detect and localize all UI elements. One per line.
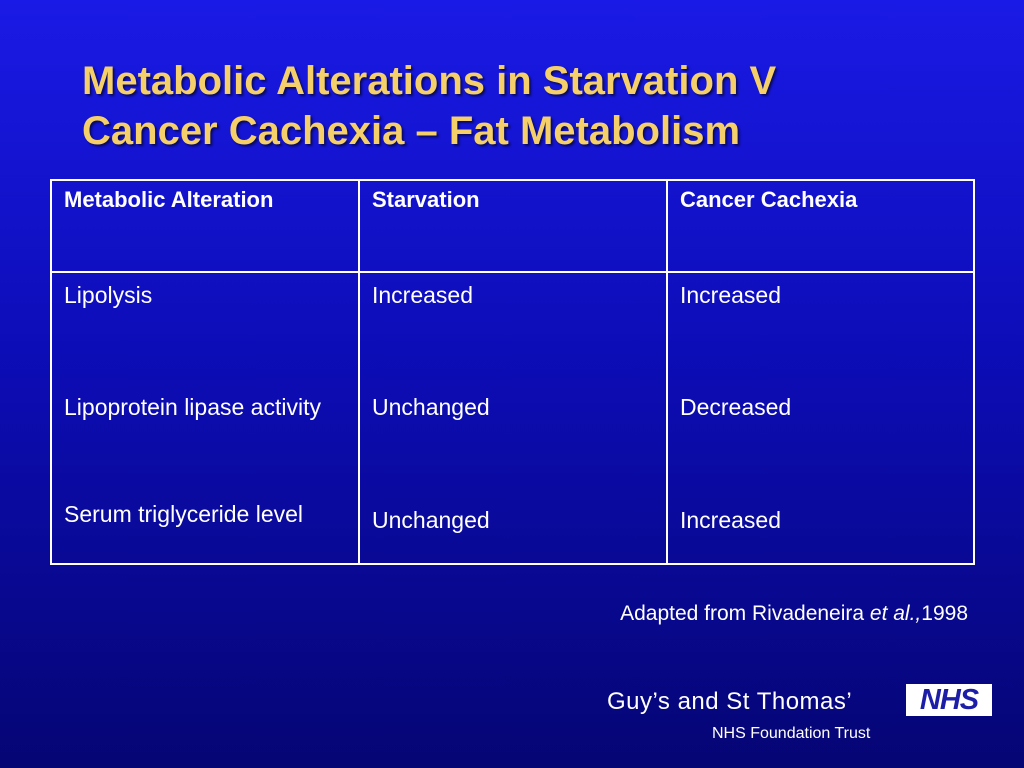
cell-alteration-lipoprotein-lipase: Lipoprotein lipase activity [64,394,321,420]
starvation-column: Increased Unchanged Unchanged [358,271,668,565]
cell-cachexia-lipoprotein-lipase: Decreased [680,394,792,420]
header-cancer-cachexia: Cancer Cachexia [666,179,975,273]
header-starvation: Starvation [358,179,668,273]
cell-alteration-lipolysis: Lipolysis [64,282,153,308]
citation-et-al: et al., [869,602,922,625]
slide-title: Metabolic Alterations in Starvation V Ca… [82,56,982,156]
cell-cachexia-lipolysis: Increased [680,282,782,308]
cell-starvation-serum-triglyceride: Unchanged [372,507,490,533]
trust-subtitle: NHS Foundation Trust [712,725,871,742]
header-metabolic-alteration: Metabolic Alteration [50,179,360,273]
table-header-row: Metabolic Alteration Starvation Cancer C… [50,179,975,273]
cell-alteration-serum-triglyceride: Serum triglyceride level [64,501,304,527]
slide-title-line-1: Metabolic Alterations in Starvation V [82,59,777,103]
cell-cachexia-serum-triglyceride: Increased [680,507,782,533]
cell-starvation-lipolysis: Increased [372,282,474,308]
trust-name: Guy’s and St Thomas’ [607,688,853,715]
cell-starvation-lipoprotein-lipase: Unchanged [372,394,490,420]
slide-title-line-2: Cancer Cachexia – Fat Metabolism [82,109,741,153]
cachexia-column: Increased Decreased Increased [666,271,975,565]
nhs-logo: NHS [906,684,992,716]
table-body-row: Lipolysis Lipoprotein lipase activity Se… [50,271,975,565]
comparison-table: Metabolic Alteration Starvation Cancer C… [50,179,975,565]
citation-year: 1998 [921,602,968,625]
alteration-column: Lipolysis Lipoprotein lipase activity Se… [50,271,360,565]
citation: Adapted from Rivadeneira et al.,1998 [620,602,968,626]
citation-prefix: Adapted from Rivadeneira [620,602,870,625]
